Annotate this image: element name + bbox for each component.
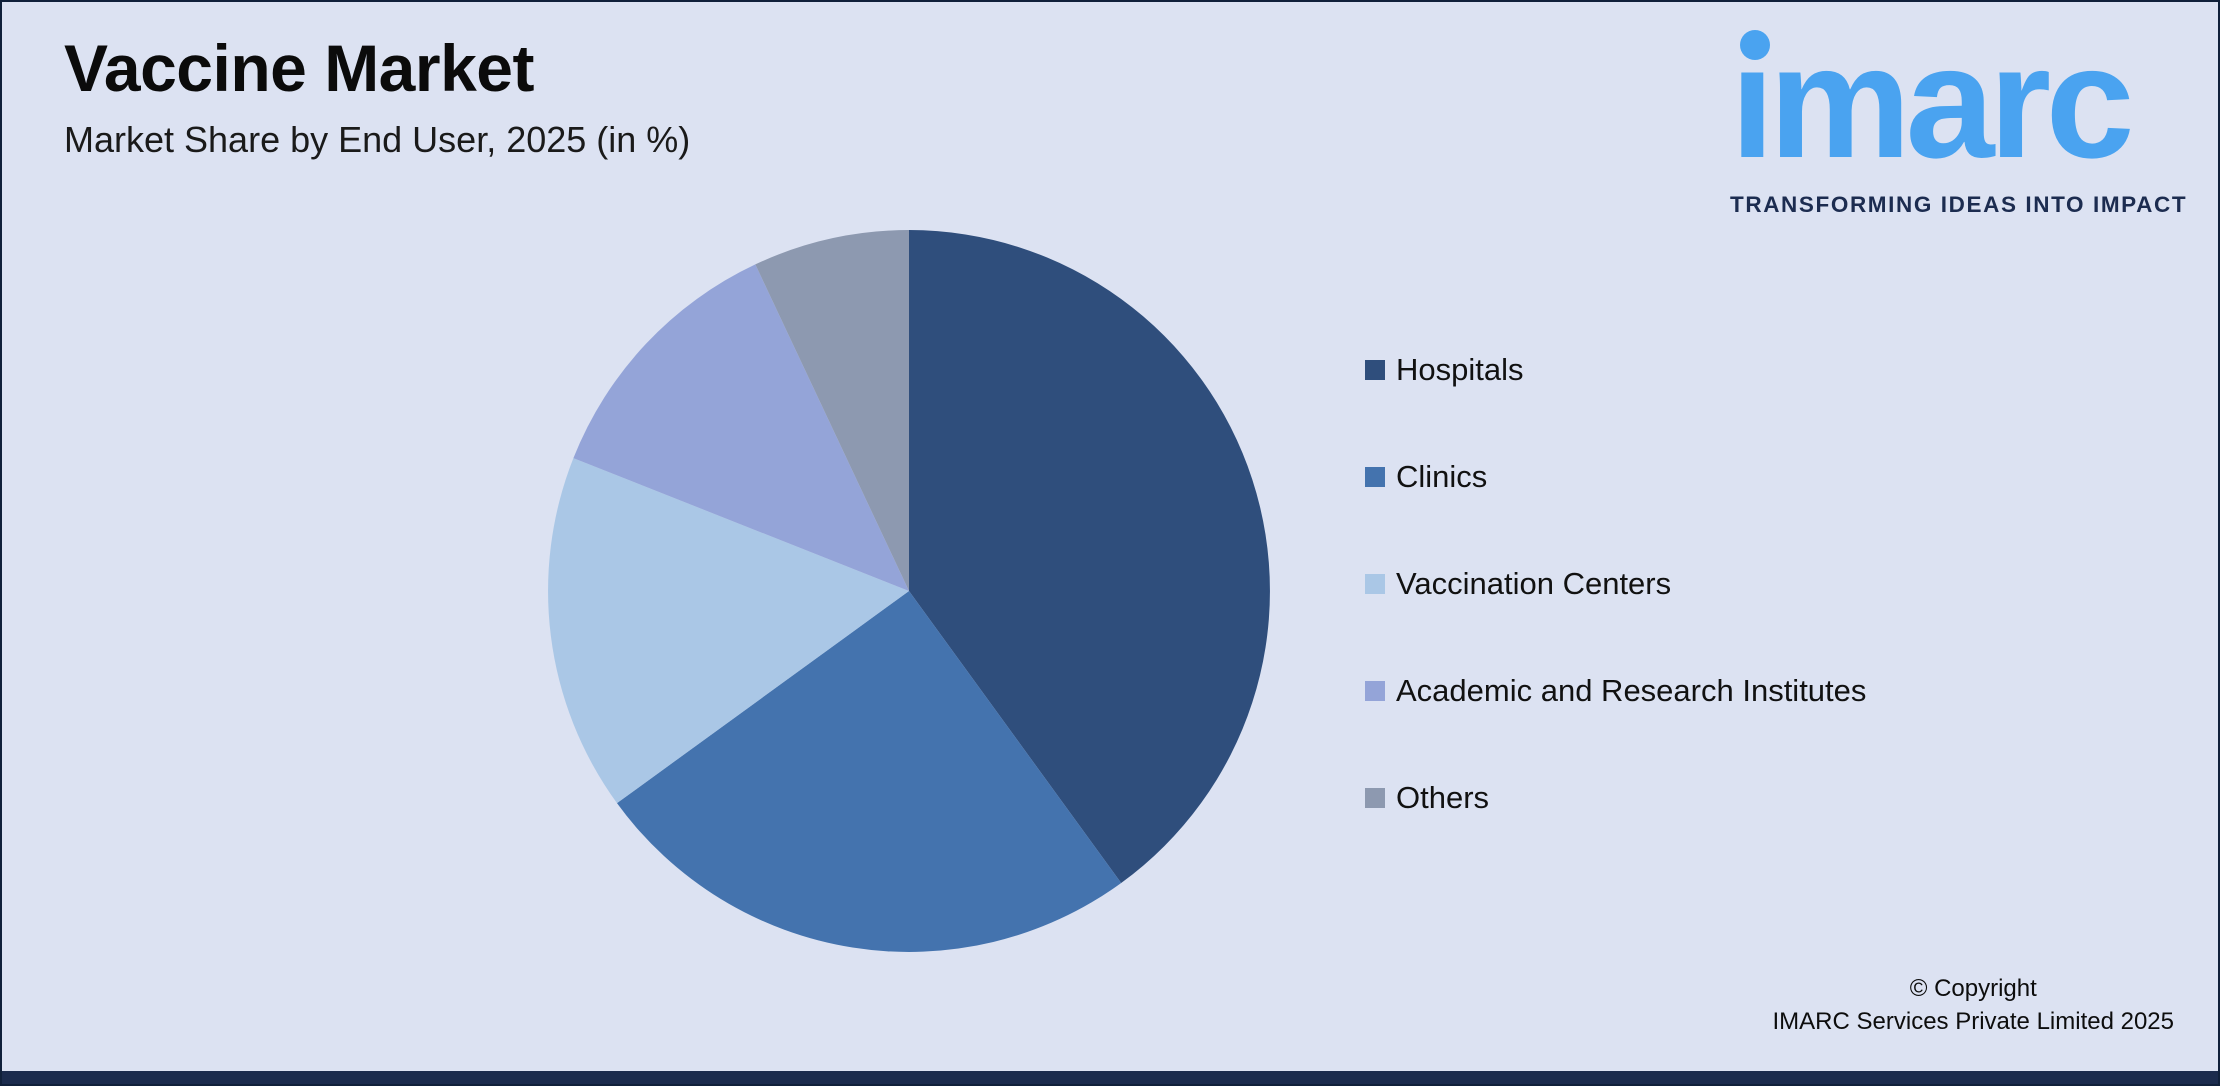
pie-slice-others <box>755 230 909 591</box>
legend-swatch <box>1365 574 1385 594</box>
pie-slice-clinics <box>616 591 1122 952</box>
legend-item-clinics: Clinics <box>1365 459 1866 495</box>
bottom-accent-bar <box>2 1071 2218 1084</box>
page-title: Vaccine Market <box>64 31 534 105</box>
legend-swatch <box>1365 360 1385 380</box>
header: Vaccine Market Market Share by End User,… <box>64 32 690 161</box>
legend-label: Others <box>1396 780 1490 815</box>
pie-slice-hospitals <box>909 230 1270 884</box>
copyright: © Copyright IMARC Services Private Limit… <box>1773 973 2174 1038</box>
legend-label: Academic and Research Institutes <box>1396 673 1867 708</box>
legend-item-academic-and-research-institutes: Academic and Research Institutes <box>1365 673 1866 709</box>
legend-item-hospitals: Hospitals <box>1365 352 1866 388</box>
pie-slice-academic-and-research-institutes <box>573 264 909 591</box>
legend-swatch <box>1365 467 1385 487</box>
legend-label: Hospitals <box>1396 352 1524 387</box>
imarc-logo: ımarc TRANSFORMING IDEAS INTO IMPACT <box>1730 12 2188 218</box>
legend-item-others: Others <box>1365 780 1866 816</box>
copyright-line1: © Copyright <box>1909 975 2037 1003</box>
imarc-tagline: TRANSFORMING IDEAS INTO IMPACT <box>1730 192 2188 217</box>
copyright-line2: IMARC Services Private Limited 2025 <box>1772 1007 2174 1035</box>
legend: Hospitals Clinics Vaccination Centers Ac… <box>1365 352 1866 816</box>
legend-item-vaccination-centers: Vaccination Centers <box>1365 566 1866 602</box>
legend-label: Vaccination Centers <box>1396 566 1672 601</box>
imarc-brand-text: ımarc <box>1730 12 2135 191</box>
imarc-i-dot-icon <box>1740 30 1770 60</box>
legend-label: Clinics <box>1396 459 1488 494</box>
chart-subtitle: Market Share by End User, 2025 (in %) <box>64 118 691 160</box>
legend-swatch <box>1365 681 1385 701</box>
imarc-wordmark: ımarc <box>1730 12 2170 191</box>
legend-swatch <box>1365 788 1385 808</box>
pie-chart <box>548 230 1270 952</box>
pie-slice-vaccination-centers <box>548 458 909 804</box>
